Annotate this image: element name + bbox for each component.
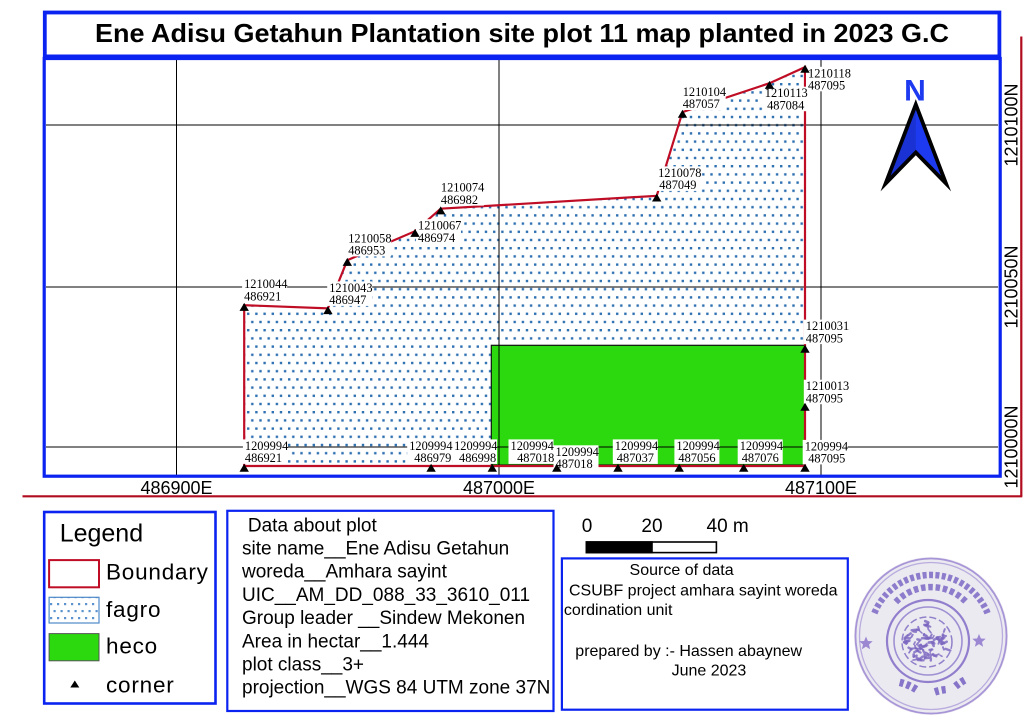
svg-text:1210013: 1210013 xyxy=(806,379,849,393)
svg-text:1209994: 1209994 xyxy=(556,445,599,459)
svg-text:1209994: 1209994 xyxy=(409,439,452,453)
svg-text:487076: 487076 xyxy=(742,451,779,465)
svg-text:487049: 487049 xyxy=(659,178,696,192)
svg-text:1210031: 1210031 xyxy=(806,319,849,333)
svg-text:1210044: 1210044 xyxy=(244,277,287,291)
svg-text:heco: heco xyxy=(106,634,158,659)
svg-text:1209994: 1209994 xyxy=(676,439,719,453)
svg-text:40 m: 40 m xyxy=(707,516,749,537)
svg-text:1210043: 1210043 xyxy=(329,281,372,295)
svg-text:corner: corner xyxy=(106,673,175,698)
svg-text:487018: 487018 xyxy=(556,457,593,471)
svg-text:1209994: 1209994 xyxy=(454,439,497,453)
svg-text:June 2023: June 2023 xyxy=(672,663,747,680)
svg-text:1210050N: 1210050N xyxy=(1002,245,1022,328)
svg-text:486921: 486921 xyxy=(245,451,282,465)
svg-text:486974: 486974 xyxy=(418,231,455,245)
svg-text:486900E: 486900E xyxy=(140,478,212,498)
svg-text:woreda__Amhara sayint: woreda__Amhara sayint xyxy=(241,562,448,583)
svg-text:486998: 486998 xyxy=(459,451,496,465)
svg-text:N: N xyxy=(904,75,926,108)
svg-text:486947: 486947 xyxy=(329,293,366,307)
svg-text:487095: 487095 xyxy=(808,452,845,466)
svg-text:1210074: 1210074 xyxy=(441,181,484,195)
svg-text:Data about plot: Data about plot xyxy=(248,515,378,536)
svg-text:prepared by :- Hassen abaynew: prepared by :- Hassen abaynew xyxy=(575,643,802,660)
svg-text:Legend: Legend xyxy=(60,520,143,548)
svg-text:487095: 487095 xyxy=(806,391,843,405)
svg-text:0: 0 xyxy=(582,516,593,537)
svg-text:CSUBF project amhara sayint wo: CSUBF project amhara sayint woreda xyxy=(569,583,838,600)
svg-text:487100E: 487100E xyxy=(785,478,857,498)
svg-text:487095: 487095 xyxy=(808,79,845,93)
svg-text:486953: 486953 xyxy=(348,244,385,258)
svg-text:Source of data: Source of data xyxy=(630,562,734,579)
svg-text:Ene Adisu Getahun Plantation s: Ene Adisu Getahun Plantation site plot 1… xyxy=(95,18,949,48)
svg-text:486982: 486982 xyxy=(441,193,478,207)
svg-text:1209994: 1209994 xyxy=(245,439,288,453)
svg-text:487095: 487095 xyxy=(806,331,843,345)
svg-text:487037: 487037 xyxy=(617,451,654,465)
svg-text:1210113: 1210113 xyxy=(765,86,808,100)
svg-text:plot class__3+: plot class__3+ xyxy=(242,655,364,676)
svg-text:487018: 487018 xyxy=(517,451,554,465)
svg-text:UIC__AM_DD_088_33_3610_011: UIC__AM_DD_088_33_3610_011 xyxy=(242,585,530,606)
svg-text:cordination unit: cordination unit xyxy=(564,602,673,619)
svg-text:site name__Ene Adisu Getahun: site name__Ene Adisu Getahun xyxy=(242,539,509,560)
svg-text:Group leader __Sindew Mekonen: Group leader __Sindew Mekonen xyxy=(242,608,525,629)
svg-text:Area in hectar__1.444: Area in hectar__1.444 xyxy=(242,631,429,652)
svg-text:487057: 487057 xyxy=(683,97,720,111)
svg-text:487084: 487084 xyxy=(767,98,804,112)
svg-text:486979: 486979 xyxy=(414,451,451,465)
svg-text:486921: 486921 xyxy=(244,289,281,303)
svg-text:487056: 487056 xyxy=(678,451,715,465)
svg-text:1210118: 1210118 xyxy=(808,66,851,80)
svg-text:projection__WGS 84 UTM zone 37: projection__WGS 84 UTM zone 37N xyxy=(242,678,550,699)
svg-text:1210100N: 1210100N xyxy=(1002,83,1022,166)
svg-text:fagro: fagro xyxy=(106,597,161,622)
svg-text:1209994: 1209994 xyxy=(805,439,848,453)
svg-text:20: 20 xyxy=(641,516,662,537)
svg-text:1210104: 1210104 xyxy=(683,85,726,99)
svg-text:1209994: 1209994 xyxy=(740,439,783,453)
svg-text:487000E: 487000E xyxy=(463,478,535,498)
svg-text:1209994: 1209994 xyxy=(511,439,554,453)
svg-text:1210058: 1210058 xyxy=(348,231,391,245)
svg-text:1210000N: 1210000N xyxy=(1002,405,1022,488)
svg-text:1210078: 1210078 xyxy=(658,166,701,180)
svg-text:Boundary: Boundary xyxy=(106,560,209,585)
svg-text:1210067: 1210067 xyxy=(418,219,461,233)
svg-text:1209994: 1209994 xyxy=(615,439,658,453)
